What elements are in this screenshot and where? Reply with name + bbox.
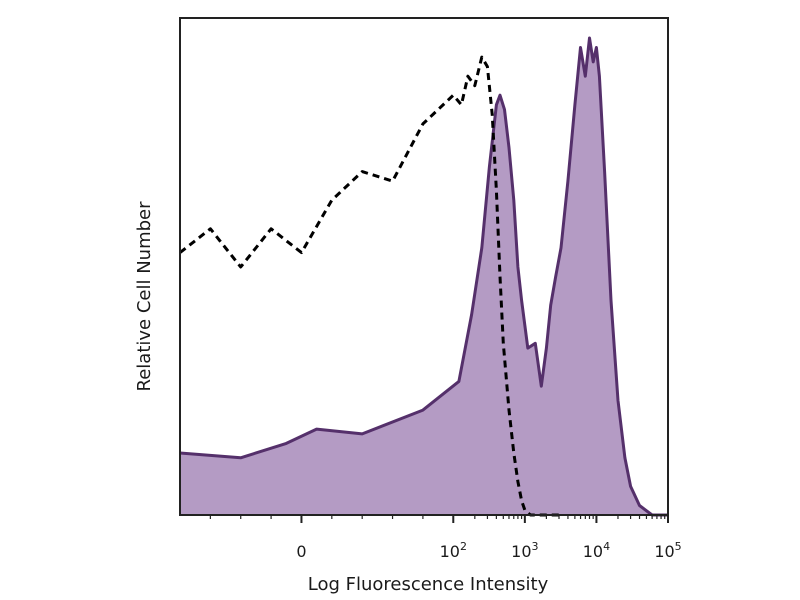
x-tick-label: 103 <box>511 540 538 561</box>
x-axis-title: Log Fluorescence Intensity <box>308 574 549 595</box>
x-axis-ticks: 0 102 103 104 105 <box>209 515 682 561</box>
x-tick-label: 105 <box>654 540 681 561</box>
series-1-dashed-line <box>179 55 559 517</box>
plot-frame <box>179 17 669 516</box>
y-axis-title: Relative Cell Number <box>134 201 155 392</box>
plot-area <box>179 36 668 517</box>
series-0-line <box>179 36 668 517</box>
series-0-fill <box>180 38 668 515</box>
x-tick-label: 104 <box>583 540 610 561</box>
x-tick-label: 102 <box>440 540 467 561</box>
x-tick-label: 0 <box>296 542 306 561</box>
